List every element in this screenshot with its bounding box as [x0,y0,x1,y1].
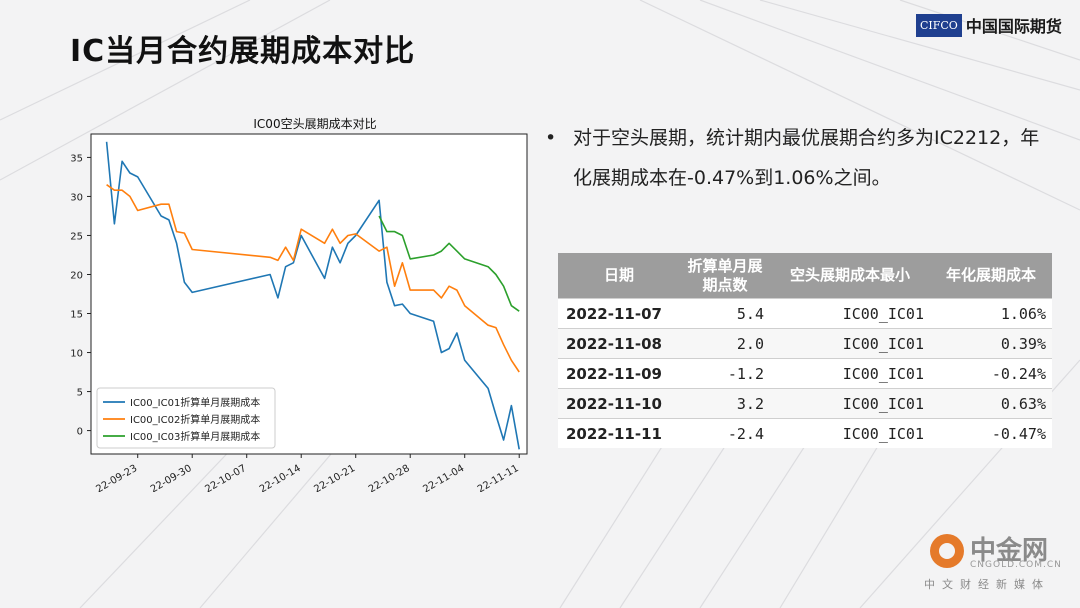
cell-annual: 0.39% [930,328,1052,359]
legend-label-1: IC00_IC01折算单月展期成本 [130,396,260,409]
y-tick-label: 10 [70,349,83,360]
series-line-2 [106,184,520,373]
cell-contract: IC00_IC01 [770,388,930,419]
cell-date: 2022-11-08 [558,328,680,359]
x-tick-label: 22-09-23 [94,463,139,492]
cell-contract: IC00_IC01 [770,298,930,329]
rollover-cost-chart: IC00空头展期成本对比 0 5 10 15 20 25 30 35 22-09-23 22-0… [55,112,545,495]
series-line-3 [378,215,520,312]
cell-date: 2022-11-07 [558,298,680,329]
cell-annual: -0.24% [930,358,1052,389]
x-tick-label: 22-10-21 [312,463,357,492]
table-row: 2022-11-10 3.2 IC00_IC01 0.63% [558,388,1052,419]
bullet-point: • 对于空头展期，统计期内最优展期合约多为IC2212，年化展期成本在-0.47… [545,118,1045,198]
header-date: 日期 [558,253,680,299]
legend-label-2: IC00_IC02折算单月展期成本 [130,413,260,426]
cell-points: 3.2 [680,388,770,419]
cell-points: 2.0 [680,328,770,359]
chart-svg: IC00空头展期成本对比 0 5 10 15 20 25 30 35 22-09-23 22-0… [70,117,528,495]
cell-contract: IC00_IC01 [770,328,930,359]
cngold-watermark: 中金网 CNGOLD.COM.CN 中文财经新媒体 [918,530,1068,600]
cell-date: 2022-11-10 [558,388,680,419]
legend-label-3: IC00_IC03折算单月展期成本 [130,430,260,443]
x-tick-label: 22-11-11 [476,463,521,492]
table-row: 2022-11-11 -2.4 IC00_IC01 -0.47% [558,418,1052,448]
y-tick-label: 35 [70,153,83,164]
cell-annual: 1.06% [930,298,1052,329]
logo-mark: CIFCO [916,13,962,37]
series-line-1 [105,141,520,450]
company-logo: CIFCO 中国国际期货 [916,12,1062,38]
table-row: 2022-11-08 2.0 IC00_IC01 0.39% [558,328,1052,359]
chart-legend: IC00_IC01折算单月展期成本 IC00_IC02折算单月展期成本 IC00_I… [96,387,276,449]
x-tick-label: 22-11-04 [421,463,466,492]
rollover-table: 日期 折算单月展期点数 空头展期成本最小 年化展期成本 2022-11-07 5… [558,253,1052,448]
watermark-name: 中金网 [970,536,1049,566]
cell-points: 5.4 [680,298,770,329]
cell-points: -2.4 [680,418,770,448]
table-row: 2022-11-09 -1.2 IC00_IC01 -0.24% [558,358,1052,389]
watermark-tagline: 中文财经新媒体 [924,578,1050,591]
header-points: 折算单月展期点数 [680,253,770,299]
logo-text: 中国国际期货 [965,17,1062,36]
cell-points: -1.2 [680,358,770,389]
header-min-cost: 空头展期成本最小 [770,253,930,299]
table-header-row: 日期 折算单月展期点数 空头展期成本最小 年化展期成本 [558,253,1052,299]
legend-box [96,387,276,449]
header-annual-cost: 年化展期成本 [930,253,1052,299]
bullet-marker: • [545,127,557,149]
y-tick-label: 5 [77,388,83,399]
bullet-text: 对于空头展期，统计期内最优展期合约多为IC2212，年化展期成本在-0.47%到… [573,127,1040,189]
x-tick-label: 22-09-30 [149,463,194,492]
cell-contract: IC00_IC01 [770,418,930,448]
cell-date: 2022-11-11 [558,418,680,448]
y-tick-label: 0 [77,427,83,438]
table-row: 2022-11-07 5.4 IC00_IC01 1.06% [558,298,1052,329]
y-tick-label: 15 [70,310,83,321]
x-tick-label: 22-10-14 [258,463,303,492]
chart-title: IC00空头展期成本对比 [253,117,376,131]
watermark-domain: CNGOLD.COM.CN [970,560,1062,570]
x-tick-label: 22-10-28 [367,463,412,492]
y-tick-label: 25 [70,231,83,242]
y-tick-label: 30 [70,192,83,203]
cell-annual: 0.63% [930,388,1052,419]
cngold-logo-icon [930,534,964,568]
page-title: IC当月合约展期成本对比 [70,34,416,69]
y-tick-label: 20 [70,270,83,281]
cell-annual: -0.47% [930,418,1052,448]
cell-contract: IC00_IC01 [770,358,930,389]
x-tick-label: 22-10-07 [203,463,248,492]
cell-date: 2022-11-09 [558,358,680,389]
